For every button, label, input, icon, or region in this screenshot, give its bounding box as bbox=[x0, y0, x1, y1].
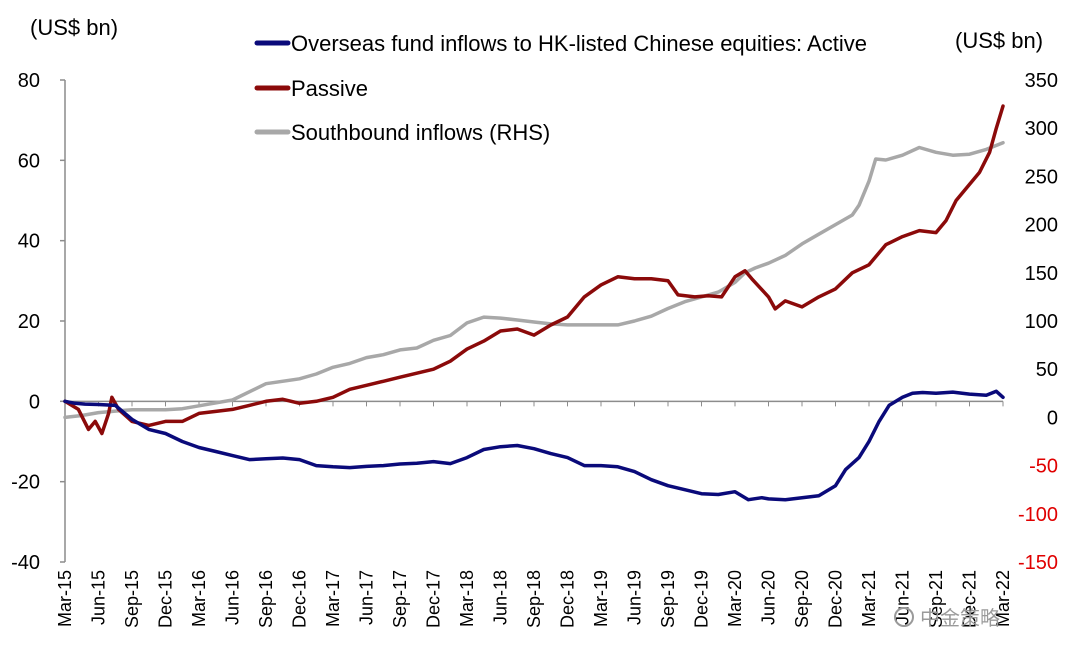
x-tick-label: Jun-19 bbox=[625, 570, 645, 625]
x-tick-label: Mar-21 bbox=[859, 570, 879, 627]
x-tick-label: Dec-19 bbox=[692, 570, 712, 628]
left-tick-label: -40 bbox=[11, 552, 40, 574]
x-tick-label: Dec-20 bbox=[826, 570, 846, 628]
x-tick-label: Mar-20 bbox=[725, 570, 745, 627]
x-tick-label: Jun-18 bbox=[491, 570, 511, 625]
right-tick-label: 200 bbox=[1025, 215, 1058, 237]
x-tick-label: Mar-17 bbox=[323, 570, 343, 627]
right-axis-unit: (US$ bn) bbox=[955, 28, 1043, 53]
x-tick-label: Mar-22 bbox=[993, 570, 1013, 627]
right-axis-ticks: -150 -100 -50 0 50 100 150 200 250 300 350 bbox=[1018, 70, 1058, 574]
right-tick-label: 250 bbox=[1025, 166, 1058, 188]
legend-label-active: Overseas fund inflows to HK-listed Chine… bbox=[291, 31, 867, 56]
x-tick-label: Jun-16 bbox=[223, 570, 243, 625]
left-tick-label: -20 bbox=[11, 472, 40, 494]
legend-label-passive: Passive bbox=[291, 76, 368, 101]
right-tick-label: 0 bbox=[1047, 407, 1058, 429]
x-tick-label: Dec-18 bbox=[558, 570, 578, 628]
left-tick-label: 40 bbox=[18, 231, 40, 253]
x-tick-label: Jun-15 bbox=[89, 570, 109, 625]
x-tick-label: Sep-16 bbox=[256, 570, 276, 628]
x-tick-label: Mar-16 bbox=[189, 570, 209, 627]
right-tick-label: -100 bbox=[1018, 504, 1058, 526]
x-tick-label: Sep-19 bbox=[658, 570, 678, 628]
series-line-2 bbox=[63, 140, 1005, 420]
x-tick-label: Sep-21 bbox=[926, 570, 946, 628]
right-tick-label: 100 bbox=[1025, 311, 1058, 333]
right-tick-label: 350 bbox=[1025, 70, 1058, 92]
left-axis-unit: (US$ bn) bbox=[30, 15, 118, 40]
x-tick-label: Jun-20 bbox=[759, 570, 779, 625]
wechat-icon bbox=[894, 607, 914, 627]
series-line-1 bbox=[63, 104, 1005, 436]
right-tick-label: -150 bbox=[1018, 552, 1058, 574]
x-tick-label: Dec-15 bbox=[156, 570, 176, 628]
left-axis-ticks: -40 -20 0 20 40 60 80 bbox=[11, 70, 65, 574]
left-tick-label: 0 bbox=[29, 391, 40, 413]
x-tick-label: Sep-17 bbox=[390, 570, 410, 628]
x-tick-label: Dec-21 bbox=[960, 570, 980, 628]
x-tick-label: Mar-18 bbox=[457, 570, 477, 627]
right-tick-label: 50 bbox=[1036, 359, 1058, 381]
x-axis-ticks: Mar-15 Jun-15 Sep-15 Dec-15 Mar-16 Jun-16 Sep-… bbox=[55, 401, 1013, 628]
legend: Overseas fund inflows to HK-listed Chine… bbox=[254, 31, 867, 145]
x-tick-label: Sep-20 bbox=[792, 570, 812, 628]
x-tick-label: Dec-17 bbox=[424, 570, 444, 628]
left-tick-label: 20 bbox=[18, 311, 40, 333]
left-tick-label: 60 bbox=[18, 150, 40, 172]
x-tick-label: Sep-18 bbox=[524, 570, 544, 628]
x-tick-label: Jun-17 bbox=[357, 570, 377, 625]
series-lines bbox=[63, 104, 1005, 502]
right-tick-label: 150 bbox=[1025, 263, 1058, 285]
right-tick-label: 300 bbox=[1025, 118, 1058, 140]
x-tick-label: Mar-19 bbox=[591, 570, 611, 627]
x-tick-label: Sep-15 bbox=[122, 570, 142, 628]
x-tick-label: Dec-16 bbox=[290, 570, 310, 628]
left-tick-label: 80 bbox=[18, 70, 40, 92]
watermark: 中金策略 bbox=[894, 607, 1000, 630]
legend-label-southbound: Southbound inflows (RHS) bbox=[291, 120, 550, 145]
x-tick-label: Mar-15 bbox=[55, 570, 75, 627]
series-line-0 bbox=[63, 389, 1005, 502]
right-tick-label: -50 bbox=[1029, 456, 1058, 478]
watermark-text: 中金策略 bbox=[920, 607, 1000, 630]
